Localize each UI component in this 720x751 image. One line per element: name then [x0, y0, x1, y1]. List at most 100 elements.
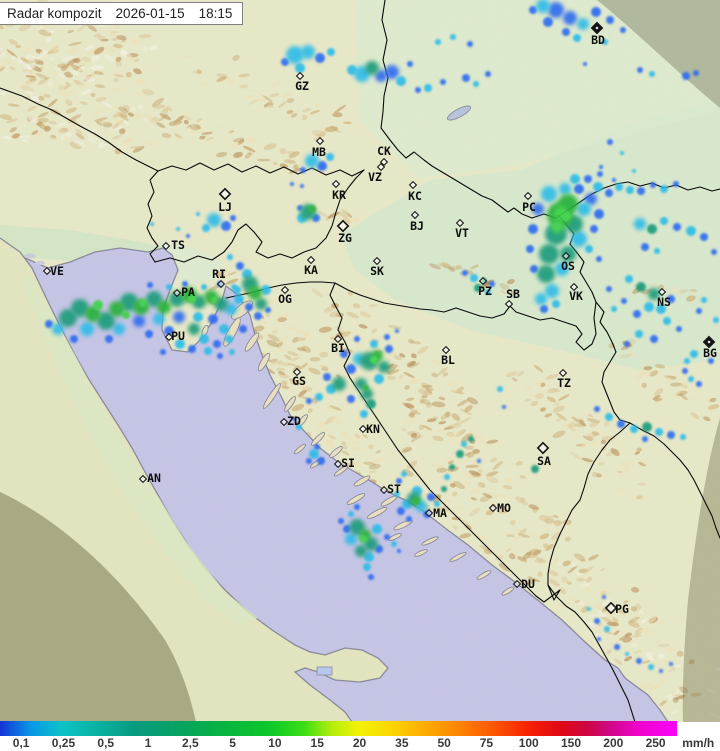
- city-marker-icon: [315, 136, 325, 146]
- city-label: NS: [657, 295, 671, 309]
- echo-cell: [594, 618, 600, 624]
- city-vz: VZ: [368, 162, 386, 184]
- scale-tick-label: 1: [144, 736, 152, 750]
- city-lj: LJ: [218, 187, 232, 214]
- radar-map: BD GZ MB CK VZ KR KC PC LJ ZG BJ VT TS RI KA SK OS VE PA OG…: [0, 0, 720, 722]
- echo-cell: [630, 425, 638, 433]
- echo-cell: [637, 67, 643, 73]
- scale-tick-label: 0,1: [12, 736, 30, 750]
- intensity-scale-labels: 0,1 0,25 0,5 1 2,5 5 10 15 20 35 50 75 100 150 200 250 m…: [0, 736, 720, 751]
- echo-cell: [617, 420, 625, 428]
- echo-cell: [85, 306, 101, 322]
- echo-cell: [236, 262, 244, 270]
- echo-cell: [315, 393, 323, 401]
- echo-cell: [485, 71, 491, 77]
- echo-cell: [261, 285, 271, 295]
- city-marker-icon: [138, 474, 148, 484]
- echo-cell: [231, 284, 237, 290]
- echo-cell: [574, 184, 584, 194]
- echo-cell: [647, 224, 657, 234]
- echo-cell: [384, 334, 390, 340]
- city-ri: RI: [212, 267, 226, 289]
- city-mb: MB: [312, 136, 326, 159]
- echo-cell: [535, 293, 547, 305]
- echo-cell: [365, 61, 379, 75]
- echo-cell: [570, 174, 580, 184]
- border-at-si: [157, 162, 365, 177]
- city-label: MB: [312, 145, 326, 159]
- echo-cell: [354, 336, 360, 342]
- city-pu: PU: [164, 329, 185, 343]
- city-marker-icon: [569, 282, 579, 292]
- city-pa: PA: [172, 285, 195, 299]
- echo-cell: [543, 17, 553, 27]
- city-label: DU: [521, 577, 535, 591]
- border-at-hu-hr: [380, 0, 557, 219]
- city-label: VK: [569, 289, 583, 303]
- echo-cell: [625, 275, 633, 283]
- echo-cell: [384, 534, 390, 540]
- city-marker-icon: [441, 345, 451, 355]
- echo-cell: [301, 45, 315, 59]
- echo-cell: [211, 297, 217, 303]
- echo-cell: [530, 265, 538, 273]
- echo-cell: [214, 297, 228, 311]
- city-label: SA: [537, 454, 551, 468]
- city-bi: BI: [331, 334, 345, 355]
- city-label: KR: [332, 188, 346, 202]
- city-label: PZ: [478, 284, 492, 298]
- echo-cell: [690, 350, 698, 358]
- echo-cell: [594, 406, 600, 412]
- echo-cell: [113, 323, 125, 335]
- echo-cell: [667, 295, 675, 303]
- echo-cell: [415, 87, 421, 93]
- echo-cell: [213, 340, 221, 348]
- city-marker-icon: [376, 162, 386, 172]
- scale-tick-label: 50: [437, 736, 451, 750]
- city-marker-icon: [523, 191, 533, 201]
- city-kn: KN: [358, 422, 380, 436]
- echo-cell: [204, 347, 212, 355]
- echo-cell: [401, 471, 407, 477]
- echo-cell: [561, 211, 571, 221]
- echo-cell: [424, 84, 432, 92]
- echo-cell: [621, 298, 627, 304]
- city-marker-icon: [280, 285, 290, 295]
- city-bg: BG: [702, 335, 717, 360]
- echo-cell: [634, 218, 646, 230]
- echo-cell: [696, 308, 702, 314]
- city-ts: TS: [161, 238, 185, 252]
- city-label: VE: [50, 264, 64, 278]
- city-label: SK: [370, 264, 384, 278]
- echo-cell: [440, 79, 446, 85]
- echo-cell: [711, 249, 717, 255]
- border-hr-ba-west: [329, 282, 561, 603]
- echo-cell: [541, 186, 557, 202]
- city-kc: KC: [408, 180, 422, 203]
- city-gs: GS: [292, 367, 306, 388]
- echo-cell: [146, 291, 162, 307]
- city-marker-icon: [558, 368, 568, 378]
- echo-cell: [435, 39, 441, 45]
- echo-cell: [147, 282, 153, 288]
- echo-cell: [577, 202, 591, 216]
- city-label: ZG: [338, 231, 352, 245]
- echo-cell: [396, 76, 406, 86]
- echo-cell: [612, 178, 616, 182]
- echo-cell: [370, 356, 378, 364]
- echo-cell: [477, 459, 481, 463]
- city-marker-icon: [333, 459, 343, 469]
- echo-cell: [584, 175, 592, 183]
- echo-cell: [93, 300, 103, 310]
- echo-cell: [122, 311, 130, 319]
- city-bj: BJ: [410, 210, 424, 233]
- echo-cell: [585, 193, 597, 205]
- echo-cell: [340, 350, 348, 358]
- city-label: SI: [341, 456, 355, 470]
- intensity-colorbar: [0, 721, 677, 737]
- echo-cell: [239, 325, 247, 333]
- city-marker-icon: [358, 424, 368, 434]
- echo-cell: [368, 574, 374, 580]
- city-marker-center-dot: [595, 26, 599, 30]
- echo-cell: [375, 70, 387, 82]
